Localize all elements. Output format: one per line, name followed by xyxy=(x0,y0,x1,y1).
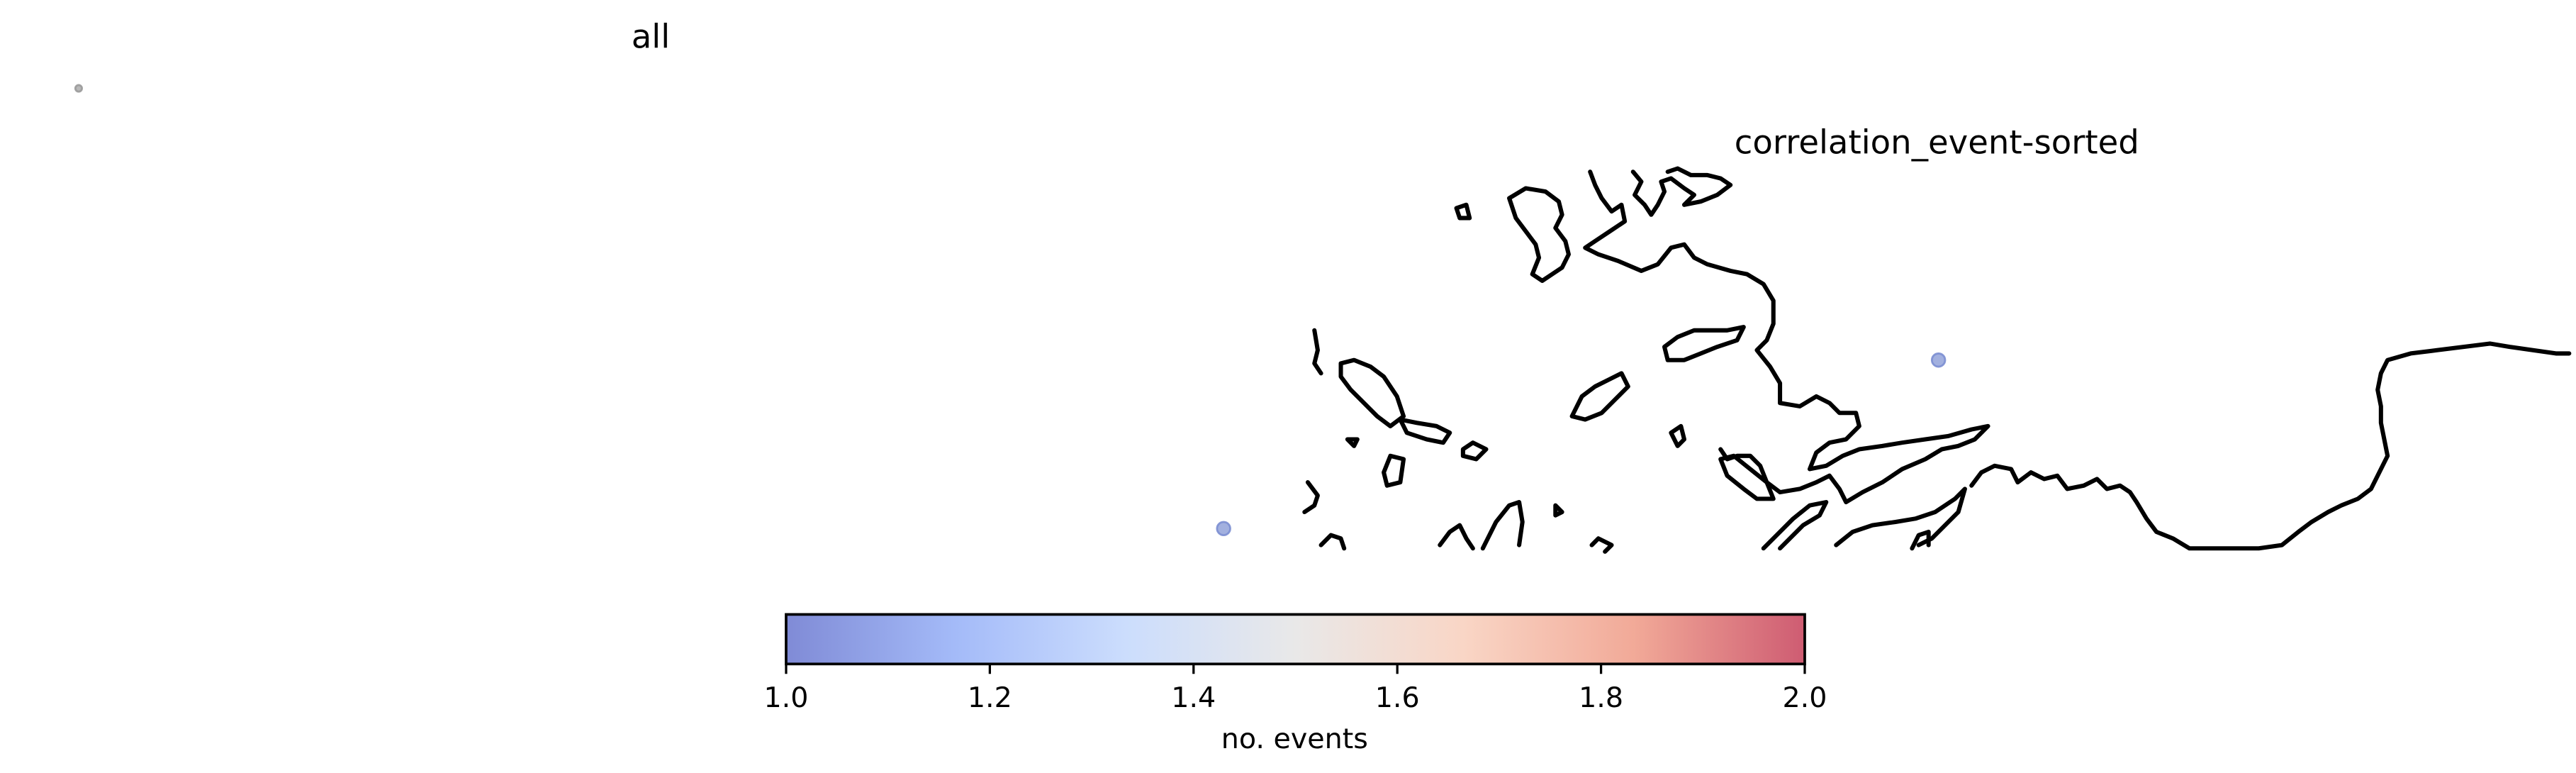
colorbar-tick-label: 1.6 xyxy=(1375,682,1420,714)
colorbar-tick-label: 1.2 xyxy=(968,682,1012,714)
event-point[interactable] xyxy=(1216,521,1231,537)
colorbar-tick-label: 1.0 xyxy=(763,682,808,714)
panel-correlation-event-sorted: correlation_event-sorted xyxy=(1216,123,2572,554)
panel-all: all xyxy=(74,18,670,93)
colorbar-tick-label: 1.4 xyxy=(1171,682,1216,714)
panel-title-correlation: correlation_event-sorted xyxy=(1735,123,2139,162)
colorbar-gradient xyxy=(785,614,1805,664)
event-point[interactable] xyxy=(74,84,84,93)
colorbar-tick-label: 1.8 xyxy=(1579,682,1623,714)
coastline xyxy=(1302,166,2572,554)
colorbar-tick-label: 2.0 xyxy=(1783,682,1827,714)
panel-title-all: all xyxy=(632,18,670,56)
colorbar: 1.0 1.2 1.4 1.6 1.8 2.0 no. events xyxy=(763,613,1827,755)
colorbar-ticks: 1.0 1.2 1.4 1.6 1.8 2.0 xyxy=(763,664,1827,714)
colorbar-label: no. events xyxy=(1221,723,1368,755)
colorbar-frame xyxy=(785,613,1806,666)
event-point[interactable] xyxy=(1930,352,1947,368)
